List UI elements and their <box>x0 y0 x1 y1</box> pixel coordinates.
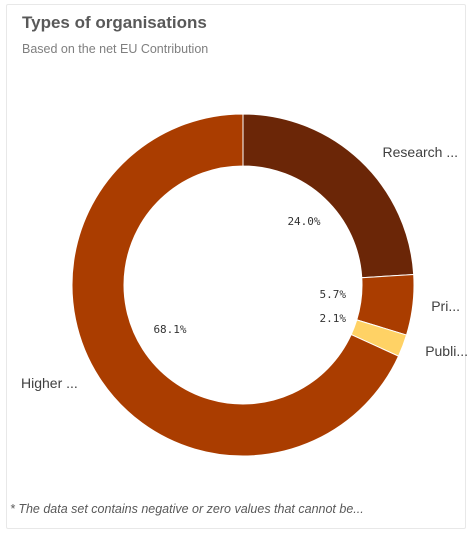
chart-subtitle: Based on the net EU Contribution <box>22 42 209 56</box>
footnote-divider <box>7 491 465 492</box>
slice-category-label: Research ... <box>383 144 458 160</box>
footnote: * The data set contains negative or zero… <box>10 502 364 516</box>
slice-category-label: Higher ... <box>21 375 78 391</box>
slice-value-label: 2.1% <box>320 312 347 325</box>
donut-slice[interactable] <box>71 113 400 457</box>
chart-title: Types of organisations <box>22 13 207 32</box>
slice-value-label: 5.7% <box>320 288 347 301</box>
slice-category-label: Pri... <box>431 298 460 314</box>
donut-slices <box>71 113 415 457</box>
category-labels: Research ... Pri... Publi... Higher ... <box>21 144 468 391</box>
slice-value-label: 24.0% <box>287 215 320 228</box>
slice-value-label: 68.1% <box>153 323 186 336</box>
value-labels: 24.0% 5.7% 2.1% 68.1% <box>153 215 346 336</box>
slice-category-label: Publi... <box>425 343 468 359</box>
donut-slice[interactable] <box>242 113 415 279</box>
